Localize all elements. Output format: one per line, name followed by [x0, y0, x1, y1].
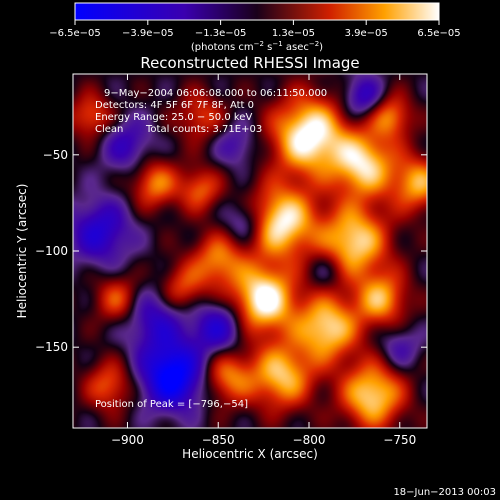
heatmap-image [73, 74, 427, 428]
chart-title: Reconstructed RHESSI Image [140, 54, 359, 72]
colorbar-tick-label: −6.5e−05 [49, 28, 101, 39]
footer-timestamp: 18−Jun−2013 00:03 [393, 487, 496, 498]
colorbar: −6.5e−05 −3.9e−05 −1.3e−05 1.3e−05 3.9e−05 6.… [49, 2, 461, 53]
y-tick-label: −50 [43, 148, 68, 162]
colorbar-tick-label: −1.3e−05 [195, 28, 247, 39]
annotation-method: Clean [95, 124, 123, 135]
y-tick-label: −100 [35, 244, 68, 258]
y-tick-label: −150 [35, 340, 68, 354]
colorbar-gradient [74, 2, 440, 21]
annotation-energy-range: Energy Range: 25.0 − 50.0 keV [95, 112, 252, 123]
heatmap-image-container [73, 74, 427, 428]
colorbar-tick-label: 6.5e−05 [417, 28, 460, 39]
x-tick-label: −750 [383, 433, 416, 447]
annotation-time-range: 9−May−2004 06:06:08.000 to 06:11:50.000 [104, 88, 327, 99]
x-tick-label: −900 [111, 433, 144, 447]
annotation-total-counts: Total counts: 3.71E+03 [145, 124, 262, 135]
x-tick-label: −850 [202, 433, 235, 447]
colorbar-unit-label: (photons cm−2 s−1 asec−2) [191, 40, 323, 53]
axis-ticks: −900 −850 −800 −750 −50 −100 −150 [35, 74, 427, 447]
annotation-detectors: Detectors: 4F 5F 6F 7F 8F, Att 0 [95, 100, 254, 111]
colorbar-tick-label: 3.9e−05 [345, 28, 388, 39]
annotation-block: 9−May−2004 06:06:08.000 to 06:11:50.000 … [95, 88, 327, 135]
colorbar-ticks: −6.5e−05 −3.9e−05 −1.3e−05 1.3e−05 3.9e−05 6.… [49, 20, 461, 39]
x-tick-label: −800 [293, 433, 326, 447]
colorbar-tick-label: −3.9e−05 [122, 28, 174, 39]
x-axis-label: Heliocentric X (arcsec) [182, 447, 318, 461]
y-axis-label: Heliocentric Y (arcsec) [15, 184, 29, 319]
colorbar-tick-label: 1.3e−05 [272, 28, 315, 39]
peak-position-label: Position of Peak = [−796,−54] [95, 399, 248, 410]
